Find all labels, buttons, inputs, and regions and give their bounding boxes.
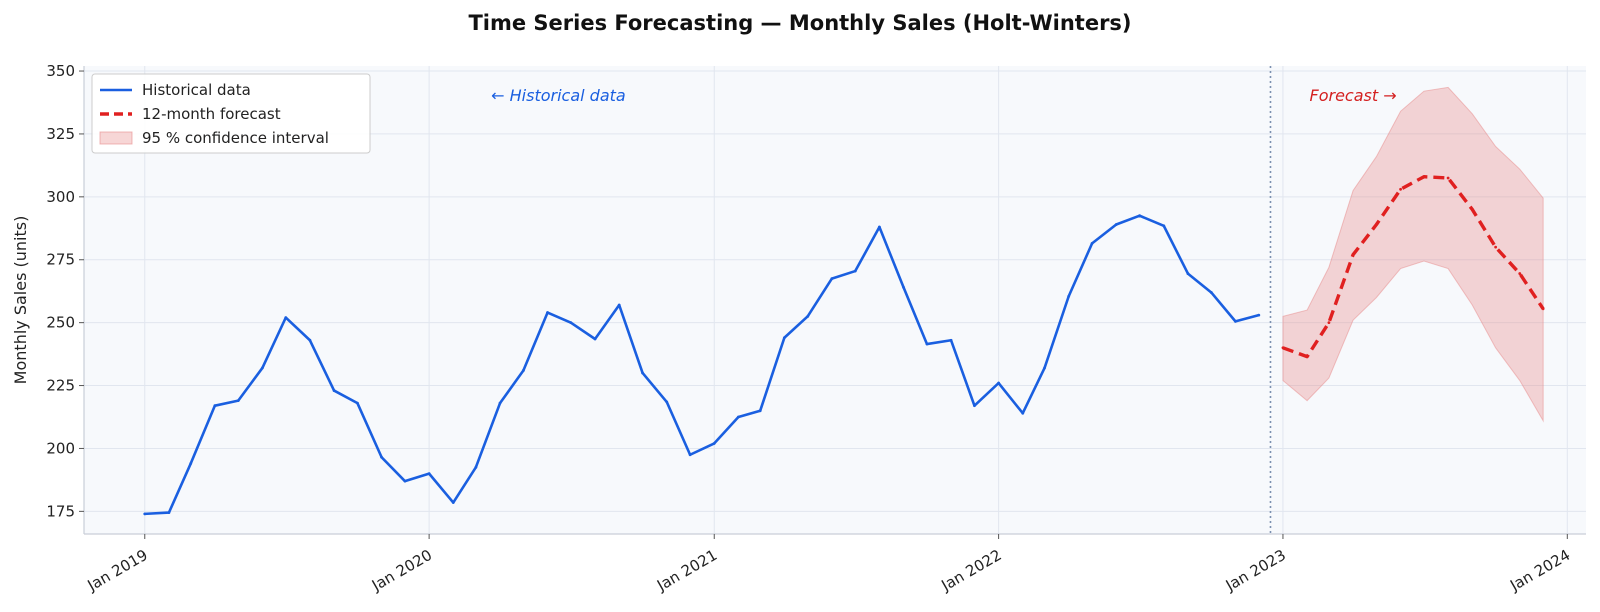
y-axis-label: Monthly Sales (units): [11, 216, 30, 385]
forecast-data-point: [1305, 355, 1309, 359]
forecast-data-point: [1494, 245, 1498, 249]
historical-data-point: [878, 225, 881, 229]
chart-title: Time Series Forecasting — Monthly Sales …: [468, 11, 1131, 35]
historical-data-point: [949, 338, 953, 342]
historical-data-point: [1209, 291, 1213, 294]
historical-data-point: [973, 404, 976, 408]
historical-data-point: [521, 369, 525, 372]
historical-data-point: [593, 337, 597, 341]
historical-data-point: [1043, 366, 1046, 370]
y-tick-label: 225: [46, 377, 75, 395]
historical-data-point: [736, 415, 740, 419]
plot-area: 175 200 225 250 275 300 325 350 Jan 2019 Jan 2020…: [46, 62, 1586, 595]
forecast-data-point: [1375, 223, 1378, 226]
x-tick-label: Jan 2021: [653, 546, 720, 595]
historical-data-point: [830, 277, 834, 281]
historical-data-point: [997, 381, 1000, 385]
historical-data-point: [617, 303, 621, 307]
historical-data-point: [1138, 214, 1142, 218]
historical-data-point: [1021, 411, 1025, 415]
x-tick-label: Jan 2022: [938, 546, 1005, 595]
forecast-data-point: [1422, 175, 1426, 179]
legend-label: 95 % confidence interval: [142, 129, 329, 147]
historical-data-point: [902, 286, 905, 289]
forecast-data-point: [1281, 346, 1285, 350]
y-tick-label: 250: [46, 314, 75, 332]
historical-data-point: [403, 479, 407, 483]
legend-box: [91, 73, 371, 154]
forecast-data-point: [1541, 307, 1545, 311]
historical-data-point: [167, 511, 171, 515]
y-tick-label: 300: [46, 188, 75, 206]
historical-data-point: [332, 389, 336, 392]
historical-data-point: [380, 455, 383, 459]
historical-data-point: [474, 465, 478, 469]
historical-data-point: [1162, 224, 1166, 228]
historical-data-point: [712, 442, 716, 445]
historical-data-point: [1114, 223, 1118, 226]
historical-data-point: [213, 404, 217, 408]
confidence-interval-band: [1282, 86, 1544, 423]
legend-label: 12-month forecast: [142, 105, 281, 123]
historical-data-point: [1186, 272, 1190, 275]
historical-data-point: [641, 371, 644, 375]
historical-data-point: [143, 512, 147, 516]
historical-data-point: [546, 311, 549, 314]
historical-data-point: [688, 453, 692, 457]
forecast-data-point: [1399, 187, 1402, 191]
y-tick-label: 350: [46, 62, 75, 80]
x-tick-label: Jan 2019: [84, 546, 151, 595]
x-tick-label: Jan 2024: [1506, 546, 1573, 595]
historical-data-point: [1257, 313, 1261, 317]
x-tick-label: Jan 2020: [368, 546, 435, 595]
historical-data-point: [498, 401, 502, 405]
legend: Historical data 12-month forecast 95 % con…: [91, 73, 371, 154]
y-tick-label: 175: [46, 502, 75, 520]
historical-data-point: [758, 409, 762, 413]
historical-data-point: [236, 399, 240, 403]
legend-swatch-ci: [99, 131, 133, 145]
historical-data-point: [806, 314, 810, 318]
forecast-data-point: [1518, 272, 1522, 275]
historical-data-point: [451, 501, 455, 504]
forecast-data-point: [1470, 208, 1474, 211]
historical-data-point: [189, 462, 193, 465]
legend-label: Historical data: [142, 81, 251, 99]
y-tick-label: 200: [46, 439, 75, 457]
historical-data-point: [1067, 294, 1071, 298]
historical-data-point: [1090, 241, 1094, 245]
historical-data-point: [427, 472, 431, 476]
forecast-series-line: [1282, 175, 1545, 359]
historical-data-point: [1234, 319, 1237, 323]
forecast-data-point: [1327, 321, 1331, 325]
historical-data-point: [569, 321, 573, 325]
historical-data-point: [261, 366, 264, 370]
historical-data-point: [665, 400, 669, 404]
forecast-data-point: [1351, 253, 1355, 257]
historical-data-point: [284, 316, 288, 320]
annotation-text: ← Historical data: [491, 86, 626, 105]
y-tick-label: 275: [46, 251, 75, 269]
historical-data-point: [925, 342, 929, 346]
x-tick-label: Jan 2023: [1222, 546, 1289, 595]
annotation-text: Forecast →: [1310, 86, 1397, 105]
historical-series-line: [144, 214, 1260, 516]
y-tick-label: 325: [46, 125, 75, 143]
historical-data-point: [356, 401, 359, 405]
forecast-data-point: [1446, 176, 1450, 180]
historical-data-point: [853, 269, 857, 273]
historical-data-point: [308, 338, 312, 342]
historical-data-point: [782, 336, 786, 340]
